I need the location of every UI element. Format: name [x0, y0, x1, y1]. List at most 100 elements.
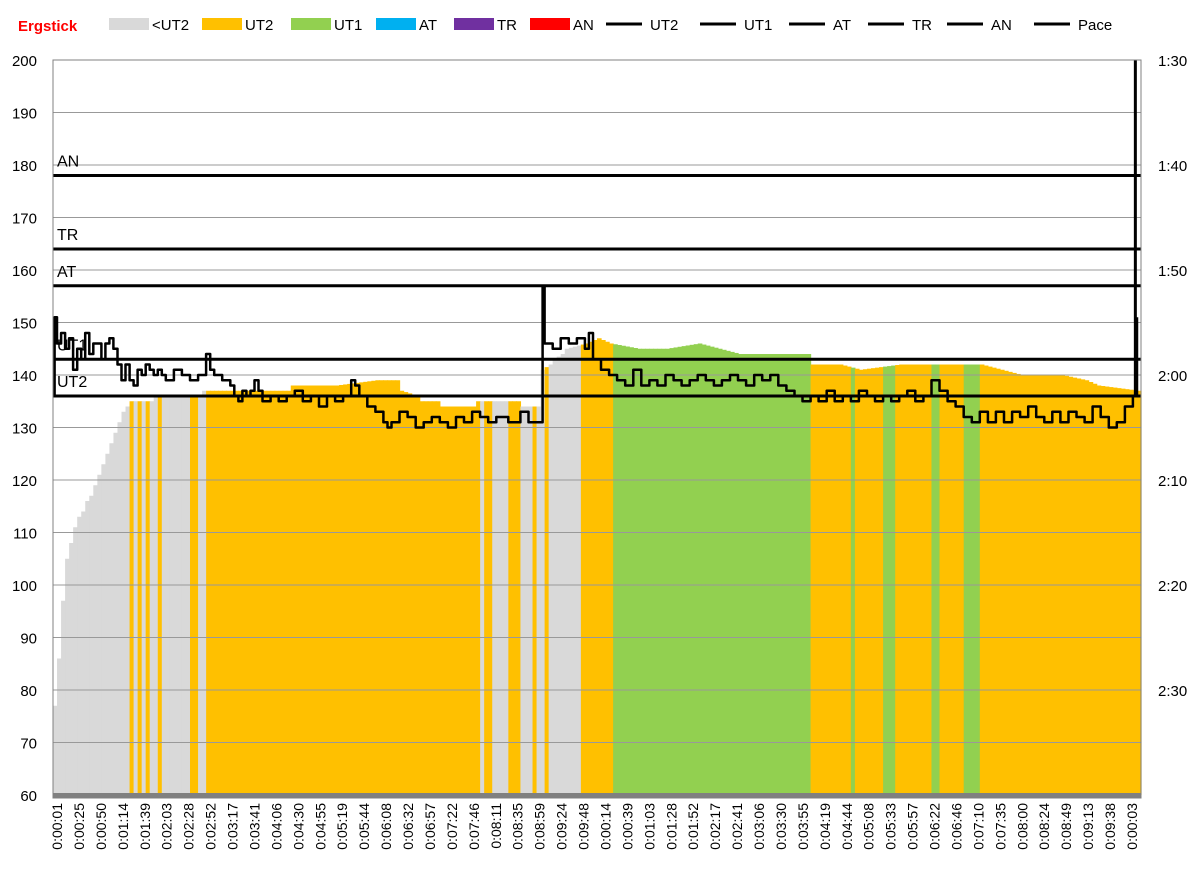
zone-bar — [725, 350, 731, 795]
x-tick-label: 0:06:08 — [378, 803, 394, 850]
zone-bar — [234, 390, 239, 795]
zone-bar — [1096, 385, 1102, 795]
zone-bar — [137, 401, 143, 795]
zone-bar — [331, 385, 336, 795]
x-axis-tick-labels: 0:00:01 0:00:25 0:00:50 0:01:14 0:01:39 0:02:… — [49, 803, 1140, 850]
zone-bar — [218, 390, 223, 795]
zone-bar — [367, 381, 372, 795]
x-tick-label: 0:04:44 — [839, 803, 855, 850]
zone-bar — [983, 365, 989, 795]
zone-bar — [943, 364, 949, 795]
zone-bar — [69, 543, 74, 795]
zone-bar — [1136, 390, 1142, 795]
threshold-label-tr: TR — [57, 227, 78, 244]
zone-bar — [476, 401, 481, 795]
zone-bar — [709, 346, 715, 795]
zone-bar — [1008, 371, 1013, 795]
zone-bar — [161, 396, 167, 795]
zone-bar — [294, 385, 300, 795]
zone-bar — [1068, 376, 1074, 795]
x-tick-label: 0:03:30 — [773, 803, 789, 850]
zone-bar — [290, 385, 296, 795]
zone-bar — [548, 364, 554, 795]
zone-bar — [782, 354, 787, 795]
zone-bar — [846, 366, 852, 795]
zone-bar — [762, 354, 767, 795]
x-tick-label: 0:05:44 — [356, 803, 372, 850]
zone-bar — [206, 390, 211, 795]
zone-bar — [903, 364, 908, 795]
zone-bar — [129, 401, 135, 795]
zone-bar — [399, 390, 405, 795]
y-tick-label: 150 — [12, 316, 37, 333]
zone-bar — [625, 346, 630, 795]
zone-bar — [468, 406, 473, 795]
zone-bar — [61, 600, 66, 795]
zone-bar — [238, 390, 243, 795]
zone-bar — [53, 705, 58, 795]
zone-bar — [871, 368, 876, 795]
legend-label: AT — [833, 17, 851, 34]
y-tick-label: 140 — [12, 368, 37, 385]
zone-bar — [778, 354, 783, 795]
zone-bar — [443, 406, 449, 795]
legend-swatch — [376, 18, 416, 30]
zone-bar — [500, 401, 505, 795]
x-tick-label: 0:05:33 — [883, 803, 899, 850]
zone-bar — [133, 401, 139, 795]
zone-bar — [597, 338, 602, 795]
x-tick-label: 0:04:06 — [268, 803, 284, 850]
x-tick-label: 0:08:49 — [1058, 803, 1074, 850]
zone-bar — [363, 381, 368, 795]
zone-bar — [734, 352, 739, 795]
zone-bar — [915, 364, 920, 795]
x-tick-label: 0:07:22 — [444, 803, 460, 850]
zone-bar — [528, 406, 534, 795]
grid-lines — [53, 59, 1141, 743]
zone-bar — [347, 383, 352, 795]
zone-bar — [508, 401, 513, 795]
y-tick-label: 180 — [12, 158, 37, 175]
x-tick-label: 0:09:38 — [1102, 803, 1118, 850]
zone-bar — [580, 344, 586, 795]
zone-bar — [633, 348, 638, 795]
x-tick-label: 0:08:24 — [1036, 803, 1052, 850]
zone-bar — [1128, 389, 1134, 795]
legend-label: UT2 — [245, 17, 273, 34]
zone-bar — [169, 396, 175, 795]
zone-bar — [532, 406, 538, 795]
zone-bar — [391, 380, 397, 795]
zone-bar — [592, 340, 598, 795]
zone-bar — [685, 345, 691, 795]
zone-bar — [617, 345, 622, 795]
x-tick-label: 0:03:06 — [751, 803, 767, 850]
zone-bar — [866, 368, 872, 795]
x-tick-label: 0:07:46 — [466, 803, 482, 850]
zone-bar — [588, 341, 594, 795]
legend: <UT2 UT2 UT1 AT TR AN UT2 UT1 AT TR AN Pace — [109, 17, 1112, 34]
zone-bar — [117, 422, 123, 795]
zone-bar — [923, 364, 929, 795]
zone-bar — [451, 406, 457, 795]
zone-bar — [435, 401, 441, 795]
x-tick-label: 0:09:48 — [576, 803, 592, 850]
zone-bar — [109, 443, 115, 795]
zone-bar — [681, 346, 687, 795]
zone-bar — [520, 406, 526, 795]
zone-bar — [121, 411, 127, 795]
zone-bar — [621, 345, 626, 795]
zone-bar — [472, 406, 477, 795]
x-tick-label: 0:07:35 — [992, 803, 1008, 850]
zone-bar — [540, 369, 546, 795]
zone-bar — [854, 368, 860, 795]
zone-bar — [770, 354, 775, 795]
y2-tick-label: 2:00 — [1158, 368, 1187, 385]
zone-bar — [93, 485, 98, 795]
zone-bar — [987, 366, 993, 795]
zone-bar — [278, 390, 284, 795]
legend-label: AN — [991, 17, 1012, 34]
x-tick-label: 0:05:19 — [334, 803, 350, 850]
zone-bar — [887, 366, 892, 795]
zone-bar — [194, 396, 199, 795]
zone-bar — [798, 354, 804, 795]
